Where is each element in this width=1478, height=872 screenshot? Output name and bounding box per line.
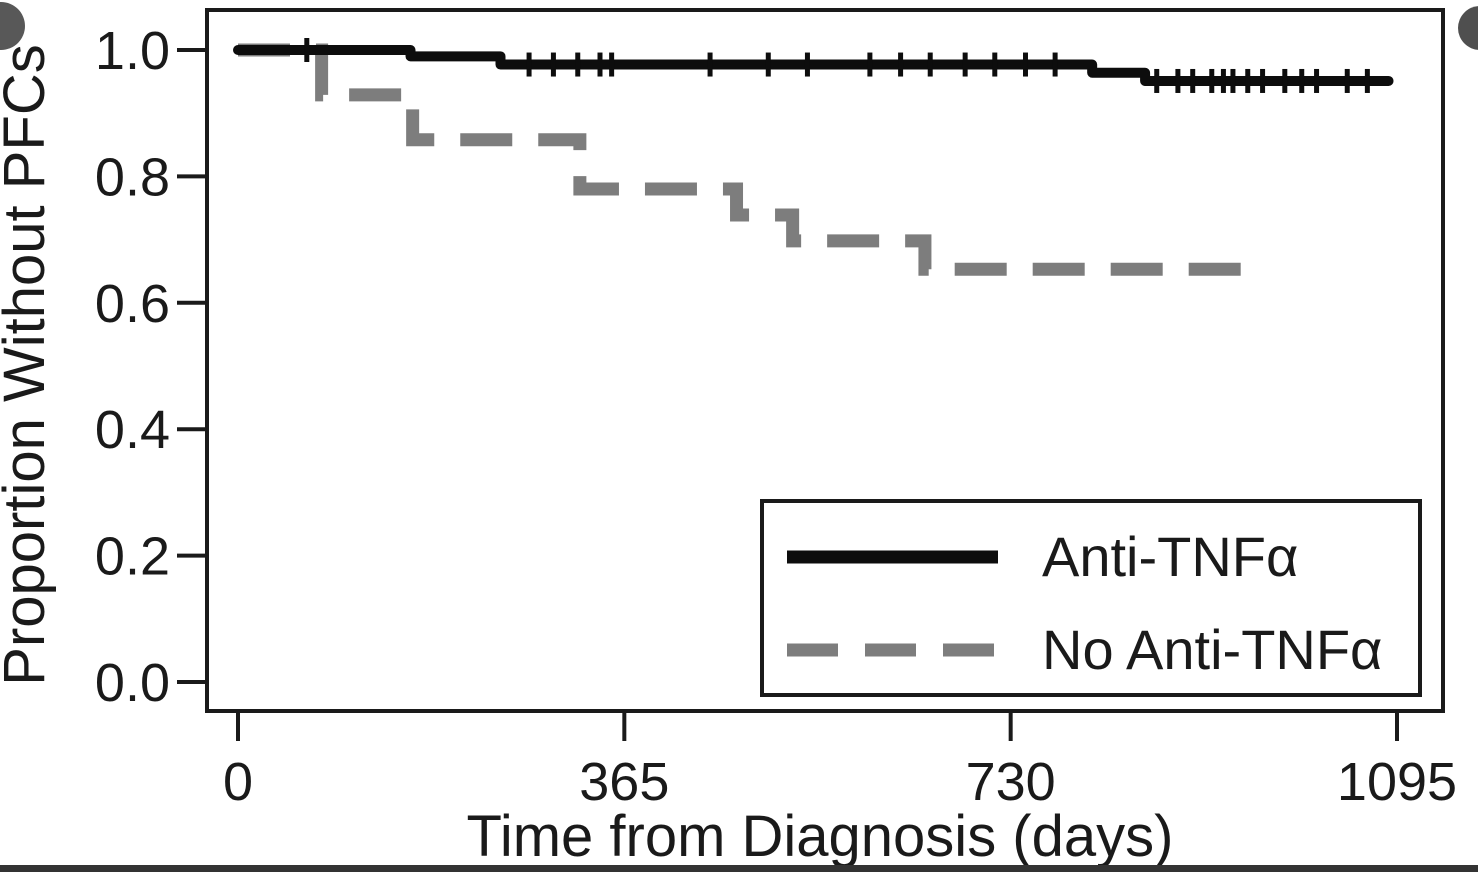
km-curve-anti-tnfa (233, 45, 1394, 86)
figure-label-badge-right (1458, 6, 1478, 50)
x-axis-label: Time from Diagnosis (days) (467, 804, 1174, 869)
y-tick-label: 0.2 (95, 527, 170, 587)
legend-label-anti-tnfa: Anti-TNFα (1042, 525, 1298, 588)
y-tick-label: 0.8 (95, 147, 170, 207)
plot-box (205, 8, 1445, 713)
y-axis-label: Proportion Without PFCs (0, 44, 57, 685)
y-tick-label: 0.6 (95, 274, 170, 334)
legend: Anti-TNFα No Anti-TNFα (760, 499, 1422, 697)
y-tick-label: 0.4 (95, 400, 170, 460)
km-curve-no-anti-tnfa (238, 43, 1248, 276)
x-tick-label: 365 (579, 752, 669, 812)
x-tick-label: 1095 (1337, 752, 1457, 812)
x-tick-label: 0 (223, 752, 253, 812)
figure-label-badge-left (0, 2, 25, 50)
x-tick-label: 730 (966, 752, 1056, 812)
bottom-divider (0, 865, 1478, 872)
legend-label-no-anti-tnfa: No Anti-TNFα (1042, 618, 1382, 681)
censor-marks (304, 38, 1370, 93)
y-tick-label: 1.0 (95, 21, 170, 81)
y-axis-ticks: 0.0 0.2 0.4 0.6 0.8 1.0 (95, 21, 207, 713)
y-tick-label: 0.0 (95, 653, 170, 713)
legend-box (760, 499, 1422, 697)
x-axis-ticks: 0 365 730 1095 (223, 711, 1457, 812)
